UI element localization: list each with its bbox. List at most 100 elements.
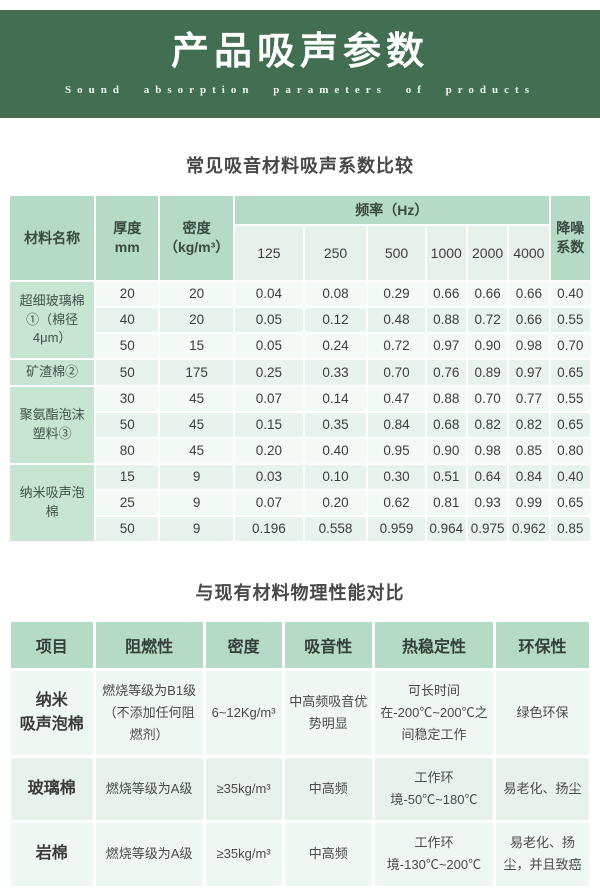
cell: 0.959: [368, 516, 425, 541]
item-name-nano-foam: 纳米 吸声泡棉: [11, 670, 93, 756]
page-banner: 产品吸声参数 Sound absorption parameters of pr…: [0, 10, 600, 118]
cell: 0.05: [235, 334, 303, 358]
cell: 0.55: [550, 308, 590, 332]
cell: 0.70: [550, 334, 590, 358]
cell: 0.76: [426, 360, 466, 385]
cell: 0.85: [509, 438, 549, 463]
cell: 0.70: [467, 386, 508, 411]
cell: 50: [96, 334, 159, 358]
col-header-density2: 密度: [205, 621, 282, 668]
cell: 0.24: [304, 334, 367, 358]
col-header-thickness: 厚度 mm: [96, 196, 159, 280]
cell: 0.47: [368, 386, 425, 411]
material-comparison-table: 项目 阻燃性 密度 吸音性 热稳定性 环保性 纳米 吸声泡棉 燃烧等级为B1级（…: [8, 618, 592, 889]
cell: 0.962: [509, 516, 549, 541]
banner-subtitle: Sound absorption parameters of products: [65, 83, 535, 96]
cell: 0.77: [509, 386, 549, 411]
cell: 45: [160, 412, 234, 437]
cell: 0.93: [467, 490, 508, 515]
cell: 中高频吸音优势明显: [284, 670, 372, 756]
cell: 40: [96, 308, 159, 332]
cell: 0.964: [426, 516, 466, 541]
col-header-sound-absorption: 吸音性: [284, 621, 372, 668]
cell: 0.66: [509, 282, 549, 306]
cell: 0.66: [426, 282, 466, 306]
cell: ≥35kg/m³: [205, 823, 282, 886]
cell: 15: [160, 334, 234, 358]
cell: 0.66: [467, 282, 508, 306]
cell: 0.62: [368, 490, 425, 515]
col-header-item: 项目: [11, 621, 93, 668]
cell: 0.64: [467, 464, 508, 489]
table-row: 玻璃棉 燃烧等级为A级 ≥35kg/m³ 中高频 工作环境-50℃~180℃ 易…: [11, 758, 589, 821]
cell: 15: [96, 464, 159, 489]
col-header-material: 材料名称: [10, 196, 95, 280]
cell: 0.33: [304, 360, 367, 385]
cell: 0.84: [368, 412, 425, 437]
cell: 0.04: [235, 282, 303, 306]
cell: 0.20: [235, 438, 303, 463]
cell: 0.03: [235, 464, 303, 489]
cell: 中高频: [284, 758, 372, 821]
cell: 0.30: [368, 464, 425, 489]
cell: 9: [160, 464, 234, 489]
col-header-flame-retardancy: 阻燃性: [95, 621, 203, 668]
cell: 0.82: [509, 412, 549, 437]
col-header-freq-1000: 1000: [426, 226, 466, 280]
cell: 0.98: [509, 334, 549, 358]
cell: 0.40: [550, 464, 590, 489]
cell: 0.80: [550, 438, 590, 463]
cell: 0.70: [368, 360, 425, 385]
table2-title: 与现有材料物理性能对比: [195, 582, 405, 603]
material-name-glass-wool: 超细玻璃棉①（棉径4μm）: [10, 282, 95, 358]
cell: 0.89: [467, 360, 508, 385]
cell: 20: [96, 282, 159, 306]
cell: 易老化、扬尘，并且致癌: [496, 823, 589, 886]
col-header-freq-250: 250: [304, 226, 367, 280]
col-header-eco-friendliness: 环保性: [496, 621, 589, 668]
cell: 0.72: [467, 308, 508, 332]
material-name-nano-foam: 纳米吸声泡棉: [10, 464, 95, 541]
cell: 0.65: [550, 490, 590, 515]
cell: 工作环境-130℃~200℃: [374, 823, 494, 886]
cell: 0.14: [304, 386, 367, 411]
cell: 工作环境-50℃~180℃: [374, 758, 494, 821]
table-row: 50 15 0.05 0.24 0.72 0.97 0.90 0.98 0.70: [10, 334, 590, 358]
table-row: 80 45 0.20 0.40 0.95 0.90 0.98 0.85 0.80: [10, 438, 590, 463]
table-row: 矿渣棉② 50 175 0.25 0.33 0.70 0.76 0.89 0.9…: [10, 360, 590, 385]
banner-title: 产品吸声参数: [170, 31, 429, 74]
table-row: 25 9 0.07 0.20 0.62 0.81 0.93 0.99 0.65: [10, 490, 590, 515]
material-name-slag-wool: 矿渣棉②: [10, 360, 95, 385]
cell: 0.97: [509, 360, 549, 385]
table-row: 40 20 0.05 0.12 0.48 0.88 0.72 0.66 0.55: [10, 308, 590, 332]
cell: 0.12: [304, 308, 367, 332]
cell: 0.99: [509, 490, 549, 515]
cell: 绿色环保: [496, 670, 589, 756]
col-header-freq-4000: 4000: [509, 226, 549, 280]
cell: 50: [96, 516, 159, 541]
col-header-frequency-group: 频率（Hz）: [235, 196, 549, 224]
table-row: 聚氨酯泡沫塑料③ 30 45 0.07 0.14 0.47 0.88 0.70 …: [10, 386, 590, 463]
cell: 0.90: [467, 334, 508, 358]
cell: 0.90: [426, 438, 466, 463]
cell: 6~12Kg/m³: [205, 670, 282, 756]
cell: 0.88: [426, 386, 466, 411]
cell: 0.10: [304, 464, 367, 489]
cell: 0.558: [304, 516, 367, 541]
cell: 0.40: [304, 438, 367, 463]
cell: 0.975: [467, 516, 508, 541]
cell: 0.25: [235, 360, 303, 385]
cell: 0.95: [368, 438, 425, 463]
cell: 可长时间在-200℃~200℃之间稳定工作: [374, 670, 494, 756]
col-header-density: 密度 （kg/m³）: [160, 196, 234, 280]
cell: 0.85: [550, 516, 590, 541]
material-name-polyurethane-foam: 聚氨酯泡沫塑料③: [10, 386, 95, 463]
col-header-freq-2000: 2000: [467, 226, 508, 280]
table-row: 纳米 吸声泡棉 燃烧等级为B1级（不添加任何阻燃剂） 6~12Kg/m³ 中高频…: [11, 670, 589, 756]
cell: 0.40: [550, 282, 590, 306]
cell: 50: [96, 360, 159, 385]
cell: 80: [96, 438, 159, 463]
cell: 0.07: [235, 490, 303, 515]
cell: 25: [96, 490, 159, 515]
cell: 0.65: [550, 412, 590, 437]
